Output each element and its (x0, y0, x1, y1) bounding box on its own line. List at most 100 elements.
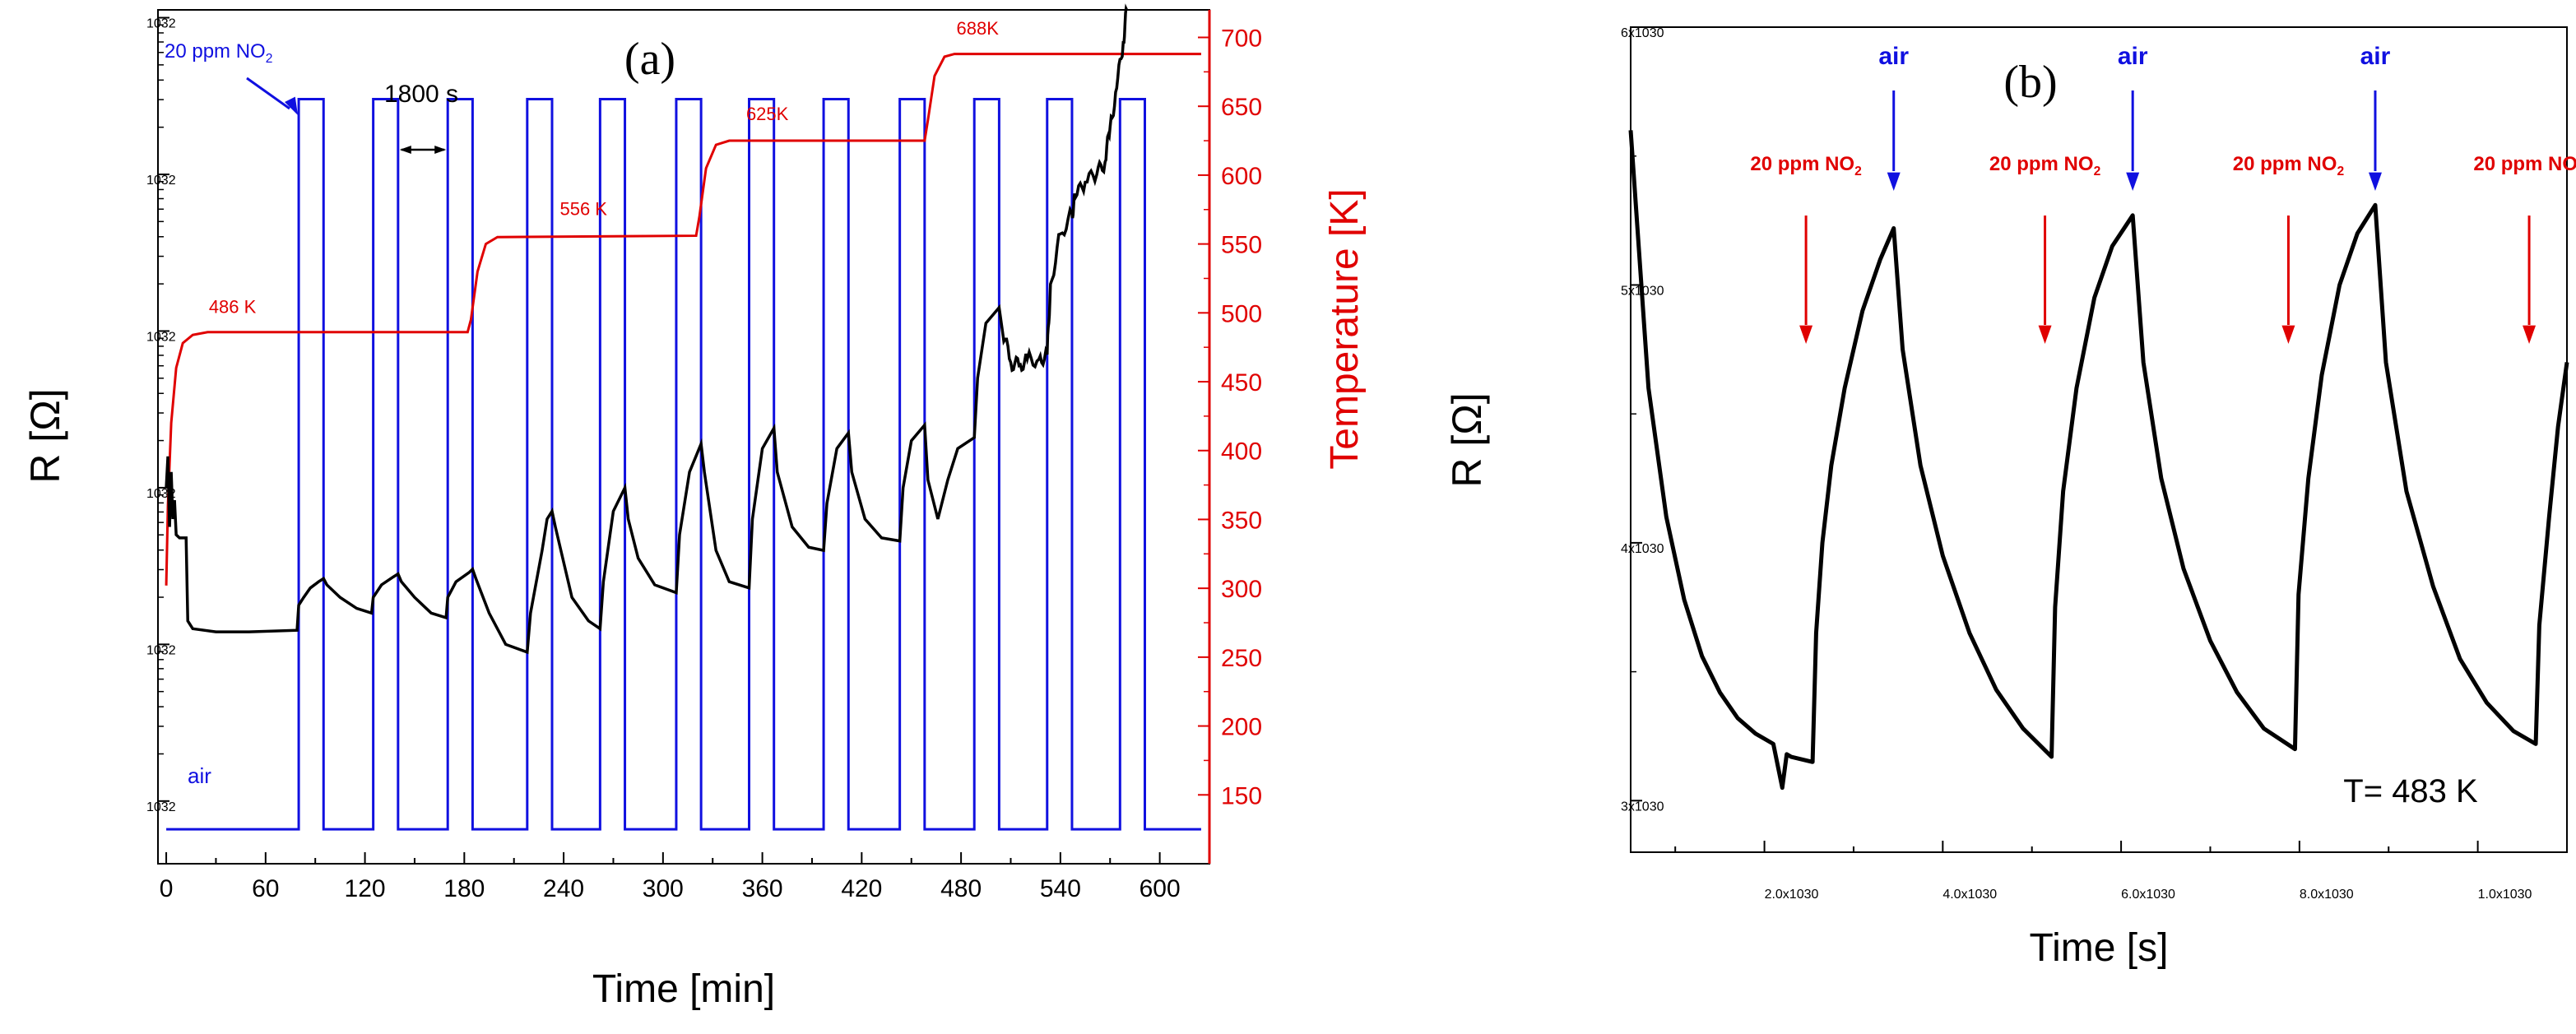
chart_data.0.yticks.0.label: 1032 (146, 800, 176, 814)
x-tick-label-a: 180 (443, 875, 485, 902)
chart_data.0.yticks.5.label-sup: 32 (161, 17, 176, 31)
chart_data.1.xticks.0.label: 2.0x1030 (1765, 888, 1819, 902)
y2-tick-label-a: 250 (1221, 645, 1262, 672)
chart_data.0.yticks.1.label-base: 10 (146, 643, 161, 657)
chart_data.0.yticks.5.label: 1032 (146, 17, 176, 31)
chart_data.0.yticks.4.label-sup: 32 (161, 174, 176, 188)
chart_data.1.xticks.0.label-sup: 30 (1804, 888, 1819, 902)
chart_data.1.xticks.1.label-base: 4.0x10 (1942, 888, 1982, 902)
chart_data.1.yticks.3.label: 6x1030 (1621, 26, 1664, 40)
gas-pulse-line-a (166, 98, 1201, 831)
air-arrow-head-b (2368, 172, 2382, 191)
chart_data.1.yticks.0.label: 3x1030 (1621, 800, 1664, 814)
x-axis-label-a: Time [min] (592, 967, 775, 1011)
chart_data.1.xticks.3.label: 8.0x1030 (2300, 888, 2354, 902)
chart_data.0.yticks.0.label-sup: 32 (161, 800, 176, 814)
period-arrow-left-a (399, 146, 411, 154)
chart_data.0.yticks.1.label-sup: 32 (161, 643, 176, 657)
gas-label-b-sub: 2 (2337, 165, 2344, 179)
gas-label-b: 20 ppm NO2 (2233, 153, 2345, 179)
temperature-label-a: 625K (746, 104, 789, 124)
air-label-b: air (2118, 43, 2148, 70)
gas-label-a: 20 ppm NO2 (165, 40, 272, 66)
y-axis-label-b: R [Ω] (1444, 392, 1490, 487)
chart_data.1.xticks.4.label: 1.0x1030 (2478, 888, 2532, 902)
y2-tick-label-a: 500 (1221, 300, 1262, 327)
chart_data.1.xticks.4.label-sup: 30 (2518, 888, 2532, 902)
period-arrow-right-a (434, 146, 447, 154)
chart_data.0.yticks.2.label-base: 10 (146, 487, 161, 501)
chart_data.1.xticks.1.label-sup: 30 (1982, 888, 1997, 902)
chart_data.1.yticks.3.label-base: 6x10 (1621, 26, 1650, 40)
gas-label-b-base: 20 ppm NO (2233, 153, 2337, 175)
gas-label-b-base: 20 ppm NO (1750, 153, 1854, 175)
y2-tick-label-a: 550 (1221, 232, 1262, 259)
x-tick-label-a: 120 (345, 875, 386, 902)
chart_data.0.yticks.0.label-base: 10 (146, 800, 161, 814)
plot-frame-a (157, 9, 1210, 865)
chart_data.1.xticks.2.label-sup: 30 (2161, 888, 2175, 902)
temperature-label-a: 688K (957, 18, 1000, 39)
y2-tick-label-a: 400 (1221, 438, 1262, 466)
panel-label-b: (b) (2003, 57, 2057, 108)
x-tick-label-a: 480 (940, 875, 982, 902)
chart_data.0.yticks.4.label-base: 10 (146, 174, 161, 188)
gas-label-b-base: 20 ppm NO (1989, 153, 2094, 175)
y2-tick-label-a: 150 (1221, 782, 1262, 809)
temperature-label-a: 486 K (209, 296, 257, 317)
air-label-a: air (188, 763, 211, 788)
chart_data.1.yticks.1.label-sup: 30 (1650, 542, 1664, 556)
chart_data.1.yticks.0.label-base: 3x10 (1621, 800, 1650, 814)
gas-arrow-head-b (2523, 325, 2537, 344)
chart_data.1.xticks.0.label-base: 2.0x10 (1765, 888, 1804, 902)
air-label-b: air (2360, 43, 2391, 70)
panel-label-a: (a) (624, 34, 675, 85)
y2-axis-label-a: Temperature [K] (1323, 188, 1367, 469)
y-axis-label-a: R [Ω] (22, 388, 68, 483)
air-arrow-head-b (1887, 172, 1901, 191)
x-tick-label-a: 240 (543, 875, 584, 902)
gas-arrow-head-b (2281, 325, 2295, 344)
chart_data.0.yticks.1.label: 1032 (146, 643, 176, 657)
y2-tick-label-a: 450 (1221, 369, 1262, 396)
gas-label-b: 20 ppm NO2 (2473, 153, 2576, 179)
x-tick-label-a: 420 (841, 875, 882, 902)
air-arrow-head-b (2126, 172, 2140, 191)
y2-tick-label-a: 200 (1221, 714, 1262, 741)
resistance-line-b (1628, 130, 2569, 791)
chart_data.1.yticks.3.label-sup: 30 (1650, 26, 1664, 40)
period-label-a: 1800 s (384, 81, 458, 108)
y2-tick-label-a: 300 (1221, 576, 1262, 603)
temperature-note-b: T= 483 K (2343, 773, 2478, 809)
x-axis-label-b: Time [s] (2030, 926, 2169, 970)
x-tick-label-a: 0 (160, 875, 174, 902)
gas-label-b-base: 20 ppm NO (2473, 153, 2576, 175)
gas-label-b: 20 ppm NO2 (1750, 153, 1862, 179)
chart_data.1.xticks.2.label: 6.0x1030 (2121, 888, 2175, 902)
x-tick-label-a: 300 (643, 875, 684, 902)
temperature-line-a (165, 53, 1201, 586)
y2-tick-label-a: 350 (1221, 507, 1262, 534)
chart_data.1.xticks.3.label-sup: 30 (2339, 888, 2354, 902)
gas-label-b-sub: 2 (2094, 165, 2101, 179)
chart_data.1.yticks.2.label-sup: 30 (1650, 284, 1664, 298)
chart-a: 0 60 120 180 240 300 360 420 480 540 6001032103210… (22, 3, 1367, 1011)
plot-frame-b (1630, 26, 2568, 853)
gas-label-a-sub: 2 (266, 52, 273, 66)
air-label-b: air (1878, 43, 1909, 70)
chart_data.1.yticks.0.label-sup: 30 (1650, 800, 1664, 814)
y2-tick-label-a: 600 (1221, 163, 1262, 190)
gas-label-a-base: 20 ppm NO (165, 40, 266, 63)
gas-arrow-line-a (246, 77, 290, 110)
chart-b: 2.0x1030 4.0x1030 6.0x1030 8.0x1030 1.0x1030… (1444, 26, 2576, 970)
chart_data.1.xticks.1.label: 4.0x1030 (1942, 888, 1997, 902)
chart_data.0.yticks.3.label: 1032 (146, 330, 176, 344)
chart_data.1.yticks.2.label-base: 5x10 (1621, 284, 1650, 298)
chart_data.0.yticks.4.label: 1032 (146, 174, 176, 188)
chart_data.1.xticks.2.label-base: 6.0x10 (2121, 888, 2161, 902)
x-tick-label-a: 540 (1040, 875, 1081, 902)
chart_data.1.yticks.1.label-base: 4x10 (1621, 542, 1650, 556)
gas-arrow-head-b (2038, 325, 2052, 344)
chart_data.1.xticks.3.label-base: 8.0x10 (2300, 888, 2339, 902)
